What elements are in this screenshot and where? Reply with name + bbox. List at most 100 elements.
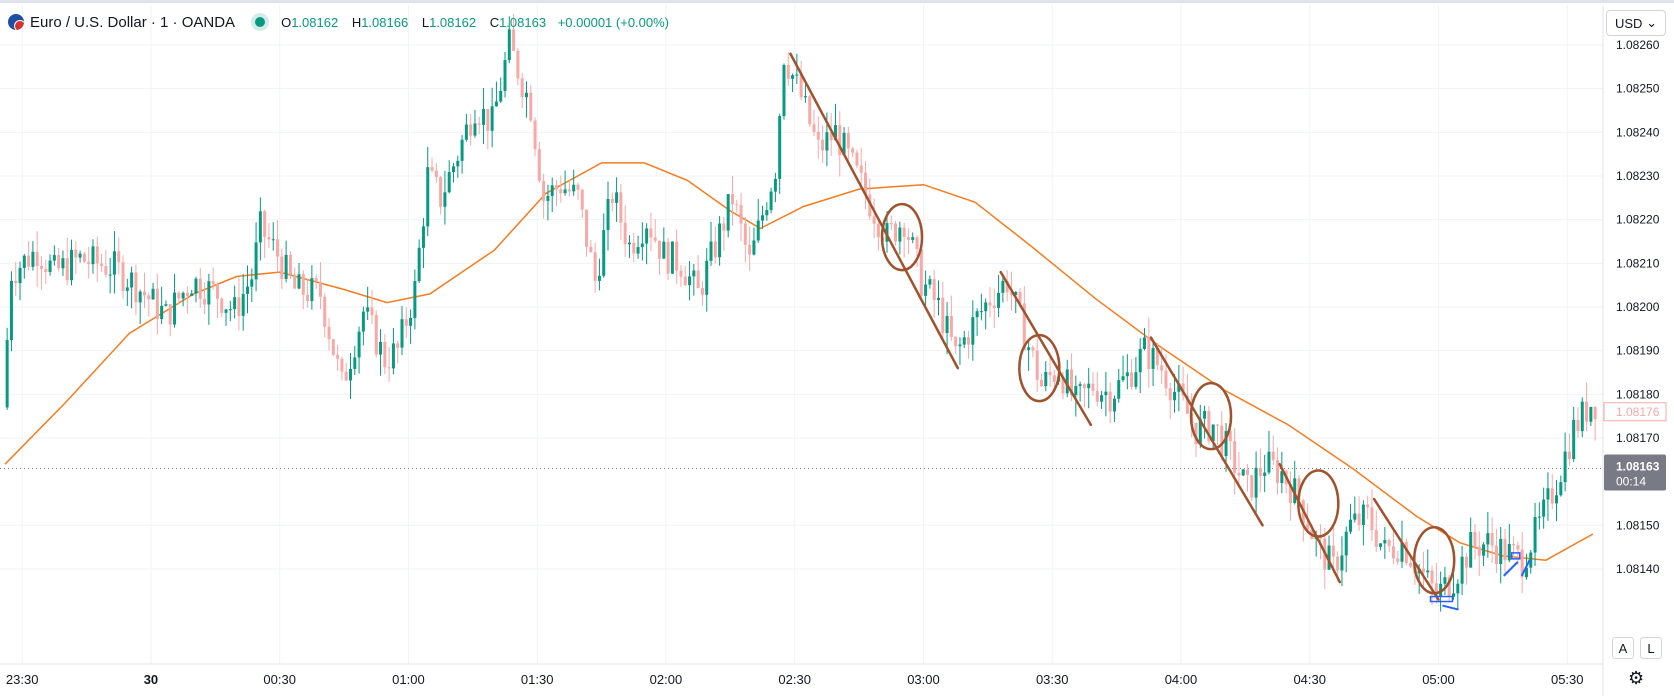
candle-body: [318, 281, 322, 297]
candle-body: [1014, 291, 1018, 295]
candle-body: [718, 223, 722, 258]
symbol-title[interactable]: Euro / U.S. Dollar · 1 · OANDA: [30, 13, 236, 31]
candle-body: [1456, 583, 1460, 594]
candle-body: [675, 241, 679, 271]
candle-body: [936, 297, 940, 301]
auto-scale-label: A: [1618, 640, 1628, 656]
candle-body: [426, 167, 430, 227]
y-tick-label: 1.08200: [1616, 300, 1660, 314]
candle-body: [1503, 538, 1507, 561]
candle-body: [379, 341, 383, 355]
last-price-box: [1604, 454, 1666, 491]
candle-body: [443, 192, 447, 207]
candle-body: [211, 281, 215, 285]
candle-body: [1404, 541, 1408, 564]
candle-body: [138, 291, 142, 303]
x-tick-label: 01:30: [521, 672, 554, 687]
log-scale-button[interactable]: L: [1640, 637, 1662, 659]
open-value: 1.08162: [291, 14, 339, 30]
auto-scale-button[interactable]: A: [1612, 637, 1634, 659]
gear-icon[interactable]: ⚙: [1628, 668, 1645, 688]
candle-body: [1512, 544, 1516, 546]
candle-body: [1529, 552, 1533, 568]
chevron-down-icon: ⌄: [1646, 15, 1657, 30]
candle-body: [602, 230, 606, 276]
candle-body: [829, 132, 833, 141]
candle-body: [1361, 504, 1365, 526]
countdown-label: 00:14: [1616, 475, 1646, 489]
candle-body: [683, 276, 687, 286]
candle-body: [1593, 406, 1597, 420]
candle-body: [1074, 385, 1078, 396]
candle-body: [1443, 577, 1447, 584]
candle-body: [494, 101, 498, 107]
candle-body: [1559, 482, 1563, 496]
candle-body: [340, 358, 344, 372]
candle-body: [872, 216, 876, 224]
moving-average-line: [4, 162, 1594, 561]
candle-body: [808, 96, 812, 125]
candle-body: [1331, 545, 1335, 557]
candle-body: [1246, 469, 1250, 476]
candle-body: [1112, 398, 1116, 412]
candle-body: [846, 132, 850, 149]
candle-body: [1421, 568, 1425, 573]
candle-body: [267, 237, 271, 240]
x-tick-label: 03:30: [1036, 672, 1069, 687]
candle-body: [336, 354, 340, 359]
candle-body: [1095, 390, 1099, 402]
candle-body: [997, 292, 1001, 308]
candle-body: [276, 239, 280, 257]
candle-body: [932, 279, 936, 301]
currency-selector[interactable]: USD ⌄: [1606, 10, 1666, 36]
candle-body: [1280, 471, 1284, 484]
candle-body: [44, 268, 48, 272]
open-label: O: [281, 14, 292, 30]
candle-body: [1550, 488, 1554, 504]
candle-body: [409, 317, 413, 326]
candle-body: [301, 274, 305, 295]
candle-body: [1233, 441, 1237, 473]
candle-body: [280, 256, 284, 279]
candle-body: [52, 255, 56, 261]
candle-body: [705, 260, 709, 295]
candle-body: [1250, 475, 1254, 498]
candle-body: [370, 307, 374, 315]
candle-body: [434, 170, 438, 177]
candle-body: [782, 65, 786, 117]
candle-body: [168, 304, 172, 325]
candle-body: [185, 292, 189, 297]
candle-body: [271, 239, 275, 241]
candle-body: [898, 227, 902, 242]
candle-body: [95, 246, 99, 264]
trendline: [789, 52, 960, 370]
candle-body: [121, 262, 125, 291]
candle-body: [1349, 519, 1353, 532]
candle-body: [859, 165, 863, 173]
candle-body: [988, 302, 992, 306]
candle-body: [293, 274, 297, 289]
candle-body: [1130, 372, 1134, 387]
drawings-layer[interactable]: [789, 52, 1531, 611]
candle-body: [112, 251, 116, 275]
chart-grid: [0, 0, 1674, 664]
candle-body: [1494, 545, 1498, 565]
candle-body: [1409, 563, 1413, 567]
candle-body: [142, 291, 146, 296]
candle-body: [954, 336, 958, 347]
candle-body: [529, 92, 533, 121]
candle-body: [1336, 556, 1340, 571]
candle-body: [696, 270, 700, 289]
candle-body: [546, 195, 550, 201]
candle-body: [688, 276, 692, 286]
candle-body: [1039, 379, 1043, 387]
candle-body: [1387, 540, 1391, 547]
x-tick-label: 03:00: [907, 672, 940, 687]
candle-body: [14, 280, 18, 284]
candle-body: [1434, 583, 1438, 597]
candle-body: [5, 340, 9, 408]
candle-body: [516, 50, 520, 79]
candle-body: [482, 108, 486, 125]
candle-body: [1499, 538, 1503, 565]
